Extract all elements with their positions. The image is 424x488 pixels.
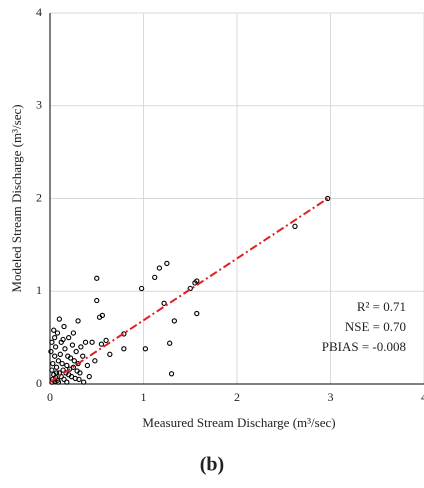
point: [51, 327, 57, 333]
point: [78, 344, 84, 350]
y-tick-label: 4: [36, 5, 42, 19]
point: [80, 353, 86, 359]
x-tick-label: 3: [328, 390, 334, 404]
point: [53, 364, 60, 370]
point: [103, 337, 109, 344]
point: [48, 348, 54, 355]
point: [69, 342, 76, 348]
point: [167, 340, 173, 346]
point: [75, 360, 81, 367]
point: [57, 351, 63, 357]
point: [61, 323, 67, 330]
point: [86, 373, 92, 380]
y-tick-label: 3: [36, 98, 42, 112]
point: [94, 297, 100, 304]
trendline: [49, 197, 329, 383]
point: [49, 339, 55, 345]
point: [49, 367, 55, 373]
point: [92, 358, 98, 364]
point: [58, 373, 64, 380]
point: [76, 376, 82, 383]
point: [156, 265, 163, 271]
point: [60, 367, 66, 373]
point: [65, 353, 71, 359]
point: [98, 341, 105, 347]
point: [64, 362, 70, 369]
point: [192, 280, 198, 286]
x-tick-label: 1: [141, 390, 147, 404]
point: [55, 358, 62, 364]
annotation: R² = 0.71: [357, 299, 406, 314]
point: [121, 346, 127, 352]
point: [84, 362, 91, 369]
point: [71, 358, 77, 364]
point: [56, 316, 62, 322]
point: [64, 379, 70, 385]
point: [66, 366, 73, 372]
annotation: PBIAS = -0.008: [322, 339, 406, 354]
point: [96, 314, 103, 320]
x-tick-label: 0: [47, 390, 53, 404]
point: [60, 336, 66, 343]
point: [81, 379, 87, 385]
annotation: NSE = 0.70: [345, 319, 406, 334]
point: [292, 223, 298, 229]
y-tick-label: 1: [36, 283, 42, 297]
point: [138, 285, 145, 292]
point: [53, 370, 60, 376]
point: [194, 310, 200, 317]
point: [89, 339, 95, 345]
point: [70, 330, 77, 336]
point: [61, 376, 67, 383]
y-axis-title: Modeled Stream Discharge (m³/sec): [9, 104, 24, 292]
point: [52, 344, 59, 350]
x-axis-title: Measured Stream Discharge (m³/sec): [142, 415, 335, 430]
y-tick-label: 2: [36, 190, 42, 204]
x-tick-label: 4: [421, 390, 424, 404]
point: [73, 348, 79, 355]
point: [82, 339, 89, 345]
point: [50, 360, 56, 367]
point: [59, 360, 65, 367]
point: [62, 346, 68, 352]
x-tick-label: 2: [234, 390, 240, 404]
panel-label: (b): [200, 454, 224, 476]
point: [55, 379, 62, 385]
point: [107, 351, 113, 357]
point: [164, 260, 170, 267]
point: [94, 275, 100, 281]
point: [161, 300, 167, 306]
point: [52, 334, 58, 341]
point: [54, 330, 61, 336]
point: [75, 318, 81, 324]
point: [142, 346, 149, 352]
point: [168, 371, 175, 377]
point: [52, 353, 58, 359]
point: [152, 274, 158, 280]
point: [66, 334, 72, 341]
point: [325, 195, 331, 202]
y-tick-label: 0: [36, 376, 42, 390]
point: [171, 318, 178, 324]
point: [68, 373, 75, 380]
point: [74, 368, 80, 374]
